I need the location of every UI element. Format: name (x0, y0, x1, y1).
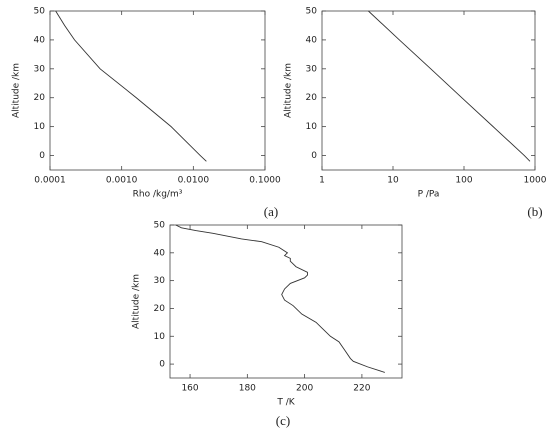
x-axis-label: Rho /kg/m³ (133, 190, 183, 200)
x-tick-label: 0.0010 (106, 176, 138, 186)
y-tick-label: 10 (306, 122, 318, 132)
y-tick-label: 0 (311, 151, 317, 161)
y-tick-label: 40 (154, 248, 166, 258)
y-tick-label: 50 (306, 7, 318, 17)
plot-frame (169, 224, 403, 379)
y-tick-label: 30 (34, 64, 46, 74)
profile-line (368, 10, 531, 162)
profile-line (175, 224, 385, 373)
y-tick-label: 20 (306, 93, 318, 103)
y-axis-label: Altitude /km (12, 63, 22, 118)
y-tick-label: 20 (154, 304, 166, 314)
y-tick-label: 40 (306, 35, 318, 45)
x-axis-label: P /Pa (418, 190, 440, 200)
x-tick-label: 0.0100 (178, 176, 210, 186)
caption: (c) (276, 413, 290, 428)
x-tick-label: 200 (296, 384, 313, 394)
x-tick-label: 1000 (524, 176, 547, 186)
x-tick-label: 0.1000 (249, 176, 281, 186)
x-tick-label: 1 (319, 176, 325, 186)
y-tick-label: 10 (154, 332, 166, 342)
plot-frame (49, 10, 266, 171)
y-tick-label: 50 (154, 221, 166, 231)
y-tick-label: 50 (34, 7, 46, 17)
x-tick-label: 220 (353, 384, 370, 394)
y-tick-label: 20 (34, 93, 46, 103)
y-tick-label: 30 (154, 276, 166, 286)
y-tick-label: 0 (39, 151, 45, 161)
profile-line (55, 10, 207, 162)
y-axis-label: Altitude /km (284, 63, 294, 118)
x-axis-label: T /K (276, 398, 295, 408)
y-axis-label: Altitude /km (132, 274, 142, 329)
y-tick-label: 30 (306, 64, 318, 74)
x-tick-label: 10 (387, 176, 399, 186)
x-tick-label: 100 (455, 176, 472, 186)
x-tick-label: 180 (239, 384, 256, 394)
y-tick-label: 10 (34, 122, 46, 132)
y-tick-label: 40 (34, 35, 46, 45)
plot-frame (321, 10, 536, 171)
x-tick-label: 0.0001 (34, 176, 66, 186)
caption: (a) (264, 204, 278, 219)
x-tick-label: 160 (181, 384, 198, 394)
y-tick-label: 0 (159, 360, 165, 370)
caption: (b) (527, 204, 542, 219)
